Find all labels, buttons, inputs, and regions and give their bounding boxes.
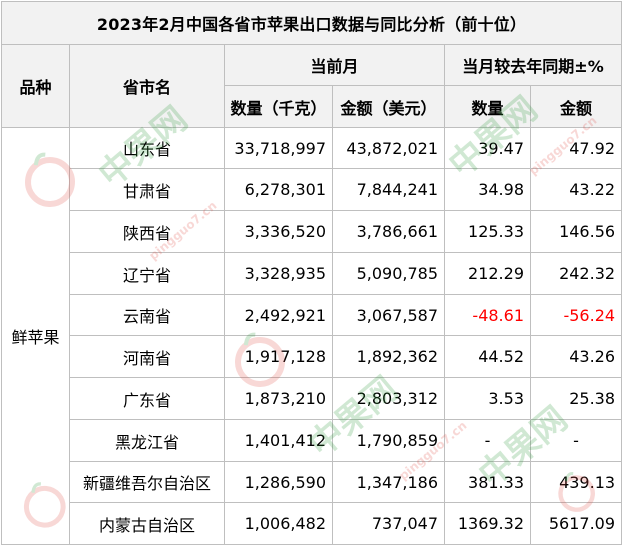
- header-quantity: 数量（千克）: [224, 85, 333, 128]
- province-cell: 辽宁省: [69, 252, 225, 295]
- variety-cell: 鲜苹果: [1, 127, 70, 545]
- province-cell: 内蒙古自治区: [69, 502, 225, 545]
- yoy-quantity-cell: 39.47: [444, 127, 531, 169]
- header-yoy-quantity: 数量: [444, 85, 531, 128]
- amount-cell: 1,892,362: [332, 335, 445, 378]
- province-cell: 甘肃省: [69, 168, 225, 211]
- table-row: 辽宁省 3,328,935 5,090,785 212.29 242.32: [2, 252, 623, 295]
- amount-cell: 3,786,661: [332, 210, 445, 253]
- yoy-quantity-cell: 212.29: [444, 252, 531, 295]
- amount-cell: 5,090,785: [332, 252, 445, 295]
- yoy-quantity-cell: 34.98: [444, 168, 531, 211]
- quantity-cell: 3,336,520: [224, 210, 333, 253]
- province-cell: 云南省: [69, 294, 225, 336]
- header-yoy-amount: 金额: [529, 85, 623, 128]
- amount-cell: 3,067,587: [332, 294, 445, 336]
- amount-cell: 43,872,021: [332, 127, 445, 169]
- amount-cell: 1,790,859: [332, 419, 445, 462]
- quantity-cell: 1,917,128: [224, 335, 333, 378]
- province-cell: 山东省: [69, 127, 225, 169]
- yoy-quantity-cell: 44.52: [444, 335, 531, 378]
- yoy-amount-cell: 47.92: [529, 127, 623, 169]
- amount-cell: 1,347,186: [332, 461, 445, 503]
- table-row: 陕西省 3,336,520 3,786,661 125.33 146.56: [2, 210, 623, 253]
- yoy-amount-cell-negative: -56.24: [529, 294, 623, 336]
- table-row: 鲜苹果 山东省 33,718,997 43,872,021 39.47 47.9…: [1, 127, 623, 545]
- quantity-cell: 2,492,921: [224, 294, 333, 336]
- header-amount: 金额（美元）: [332, 85, 445, 128]
- province-cell: 黑龙江省: [69, 419, 225, 462]
- yoy-quantity-cell: 125.33: [444, 210, 531, 253]
- quantity-cell: 1,006,482: [224, 502, 333, 545]
- yoy-amount-cell: 43.22: [529, 168, 623, 211]
- header-variety: 品种: [1, 44, 70, 128]
- amount-cell: 7,844,241: [332, 168, 445, 211]
- yoy-amount-cell: 5617.09: [529, 502, 623, 545]
- table-row: 内蒙古自治区 1,006,482 737,047 1369.32 5617.09: [2, 502, 623, 545]
- quantity-cell: 33,718,997: [224, 127, 333, 169]
- table-row: 黑龙江省 1,401,412 1,790,859 - -: [2, 419, 623, 462]
- header-yoy: 当月较去年同期±%: [443, 44, 623, 86]
- yoy-quantity-cell: 1369.32: [444, 502, 531, 545]
- amount-cell: 2,803,312: [332, 377, 445, 420]
- yoy-amount-cell: 146.56: [529, 210, 623, 253]
- table-title: 2023年2月中国各省市苹果出口数据与同比分析（前十位）: [0, 1, 623, 45]
- quantity-cell: 3,328,935: [224, 252, 333, 295]
- quantity-cell: 1,873,210: [224, 377, 333, 420]
- province-cell: 河南省: [69, 335, 225, 378]
- yoy-quantity-cell: -: [444, 419, 531, 462]
- yoy-amount-cell: 439.13: [529, 461, 623, 503]
- header-current-month: 当前月: [224, 44, 445, 86]
- yoy-amount-cell: 25.38: [529, 377, 623, 420]
- table-row: 广东省 1,873,210 2,803,312 3.53 25.38: [2, 377, 623, 420]
- table-row: 云南省 2,492,921 3,067,587 -48.61 -56.24: [2, 294, 623, 336]
- province-cell: 新疆维吾尔自治区: [69, 461, 225, 503]
- quantity-cell: 1,286,590: [224, 461, 333, 503]
- province-cell: 陕西省: [69, 210, 225, 253]
- amount-cell: 737,047: [332, 502, 445, 545]
- yoy-amount-cell: -: [529, 419, 623, 462]
- quantity-cell: 1,401,412: [224, 419, 333, 462]
- yoy-amount-cell: 242.32: [529, 252, 623, 295]
- table-row: 新疆维吾尔自治区 1,286,590 1,347,186 381.33 439.…: [2, 461, 623, 503]
- table-row: 河南省 1,917,128 1,892,362 44.52 43.26: [2, 335, 623, 378]
- table-row: 甘肃省 6,278,301 7,844,241 34.98 43.22: [2, 168, 623, 211]
- province-cell: 广东省: [69, 377, 225, 420]
- yoy-quantity-cell-negative: -48.61: [444, 294, 531, 336]
- header-province: 省市名: [69, 44, 225, 128]
- quantity-cell: 6,278,301: [224, 168, 333, 211]
- yoy-quantity-cell: 381.33: [444, 461, 531, 503]
- yoy-amount-cell: 43.26: [529, 335, 623, 378]
- yoy-quantity-cell: 3.53: [444, 377, 531, 420]
